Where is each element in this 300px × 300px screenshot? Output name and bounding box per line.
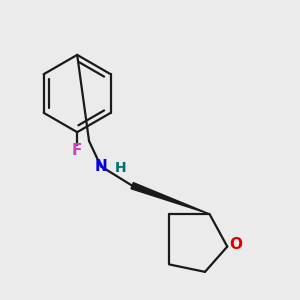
Text: F: F xyxy=(72,142,83,158)
Text: O: O xyxy=(229,237,242,252)
Text: N: N xyxy=(94,159,107,174)
Text: H: H xyxy=(115,161,126,175)
Polygon shape xyxy=(131,183,209,214)
